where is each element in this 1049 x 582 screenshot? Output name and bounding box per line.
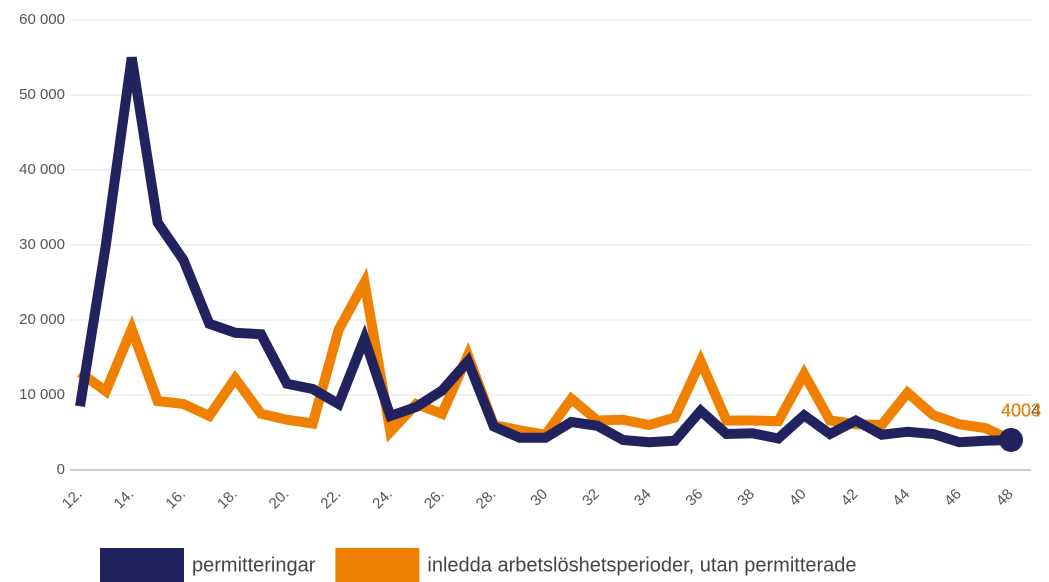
legend-label: inledda arbetslöshetsperioder, utan perm… bbox=[427, 554, 856, 576]
x-tick-label: 34 bbox=[631, 486, 655, 510]
y-tick-label: 30 000 bbox=[19, 236, 65, 253]
y-tick-label: 0 bbox=[57, 461, 65, 478]
x-tick-label: 36 bbox=[682, 486, 706, 510]
end-marker bbox=[999, 427, 1023, 452]
legend-swatch bbox=[335, 548, 420, 582]
end-label: 4003 bbox=[1001, 401, 1041, 421]
legend-label: permitteringar bbox=[192, 554, 316, 576]
series-line bbox=[77, 267, 1014, 445]
y-tick-label: 40 000 bbox=[19, 161, 65, 178]
x-tick-label: 26. bbox=[421, 486, 448, 513]
end-label: 4004 bbox=[1001, 401, 1041, 421]
series-line bbox=[75, 56, 1012, 448]
x-tick-label: 18. bbox=[214, 486, 241, 513]
legend-swatch bbox=[100, 548, 184, 582]
x-tick-label: 48 bbox=[993, 486, 1017, 510]
y-tick-label: 60 000 bbox=[19, 11, 65, 28]
x-tick-label: 16. bbox=[162, 486, 189, 513]
x-tick-label: 24. bbox=[369, 486, 396, 513]
x-tick-label: 46 bbox=[941, 486, 965, 510]
y-tick-label: 10 000 bbox=[19, 386, 65, 403]
x-tick-label: 22. bbox=[317, 486, 344, 513]
x-tick-label: 42 bbox=[838, 486, 862, 510]
y-tick-label: 50 000 bbox=[19, 86, 65, 103]
x-tick-label: 40 bbox=[786, 486, 810, 510]
x-tick-label: 20. bbox=[266, 486, 293, 513]
x-tick-label: 30 bbox=[527, 486, 551, 510]
x-tick-label: 14. bbox=[111, 486, 138, 513]
x-tick-label: 12. bbox=[59, 486, 86, 513]
x-tick-label: 44 bbox=[889, 486, 913, 510]
x-tick-label: 38 bbox=[734, 486, 758, 510]
y-tick-label: 20 000 bbox=[19, 311, 65, 328]
x-tick-label: 32 bbox=[579, 486, 603, 510]
x-tick-label: 28. bbox=[473, 486, 500, 513]
